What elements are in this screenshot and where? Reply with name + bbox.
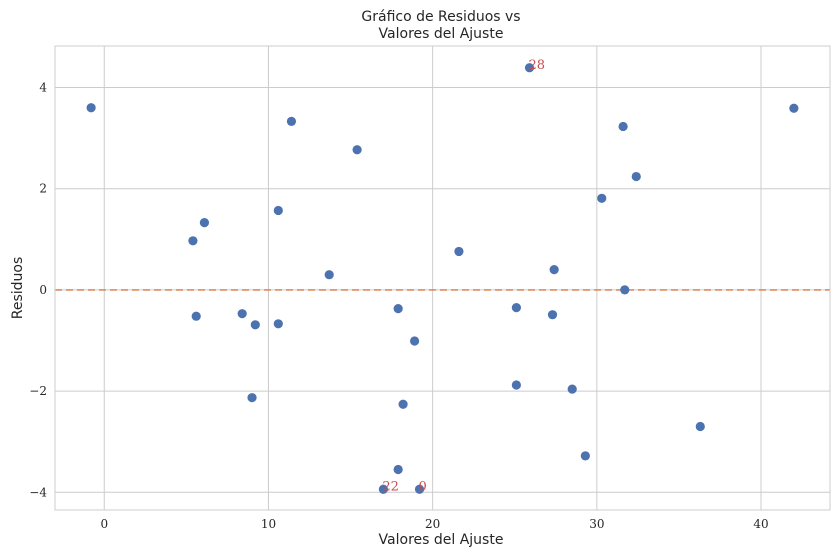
y-tick-label: 0: [39, 283, 47, 297]
data-point: [789, 103, 799, 113]
chart-title-line-1: Gráfico de Residuos vs: [361, 9, 520, 25]
y-axis-label: Residuos: [10, 257, 26, 320]
x-tick-label: 0: [100, 517, 108, 531]
x-axis-label: Valores del Ajuste: [379, 532, 504, 548]
y-tick-labels: −4 −2 0 2 4: [29, 80, 47, 499]
data-point: [511, 380, 521, 390]
y-tick-label: −2: [29, 384, 47, 398]
data-point: [393, 304, 403, 314]
points-layer: [86, 63, 799, 494]
annotations-layer: 28 22 0: [382, 58, 545, 494]
data-point: [631, 171, 641, 182]
data-point: [188, 236, 198, 246]
data-point: [454, 246, 464, 257]
x-tick-labels: 0 10 20 30 40: [100, 517, 768, 531]
point-annotation: 22: [382, 479, 399, 494]
data-point: [237, 309, 247, 319]
data-point: [409, 336, 420, 346]
data-point: [567, 384, 577, 394]
data-point: [398, 399, 408, 409]
data-point: [580, 451, 590, 461]
data-point: [191, 311, 201, 321]
x-tick-label: 30: [589, 517, 604, 531]
point-annotation: 28: [529, 58, 546, 73]
x-tick-label: 10: [261, 517, 276, 531]
data-point: [86, 103, 96, 113]
data-point: [352, 145, 362, 155]
data-point: [597, 193, 607, 203]
data-point: [620, 285, 630, 295]
data-point: [273, 205, 283, 216]
plot-frame: [54, 45, 831, 511]
x-tick-label: 20: [425, 517, 440, 531]
data-point: [273, 319, 283, 329]
data-point: [393, 464, 403, 475]
data-point: [247, 393, 257, 403]
data-point: [547, 310, 558, 320]
grid: [55, 46, 830, 510]
data-point: [414, 484, 425, 494]
data-point: [199, 217, 210, 228]
data-point: [286, 116, 297, 126]
point-annotation: 0: [419, 479, 427, 494]
data-point: [549, 265, 559, 275]
x-tick-label: 40: [753, 517, 768, 531]
data-point: [378, 484, 388, 494]
y-tick-label: 4: [39, 80, 47, 94]
data-point: [511, 303, 521, 313]
data-point: [618, 121, 628, 132]
y-tick-label: 2: [39, 182, 47, 196]
data-point: [524, 63, 535, 73]
chart-title-line-2: Valores del Ajuste: [379, 26, 504, 42]
data-point: [250, 320, 260, 330]
y-tick-label: −4: [29, 485, 47, 499]
data-point: [324, 270, 334, 280]
data-point: [695, 421, 705, 432]
